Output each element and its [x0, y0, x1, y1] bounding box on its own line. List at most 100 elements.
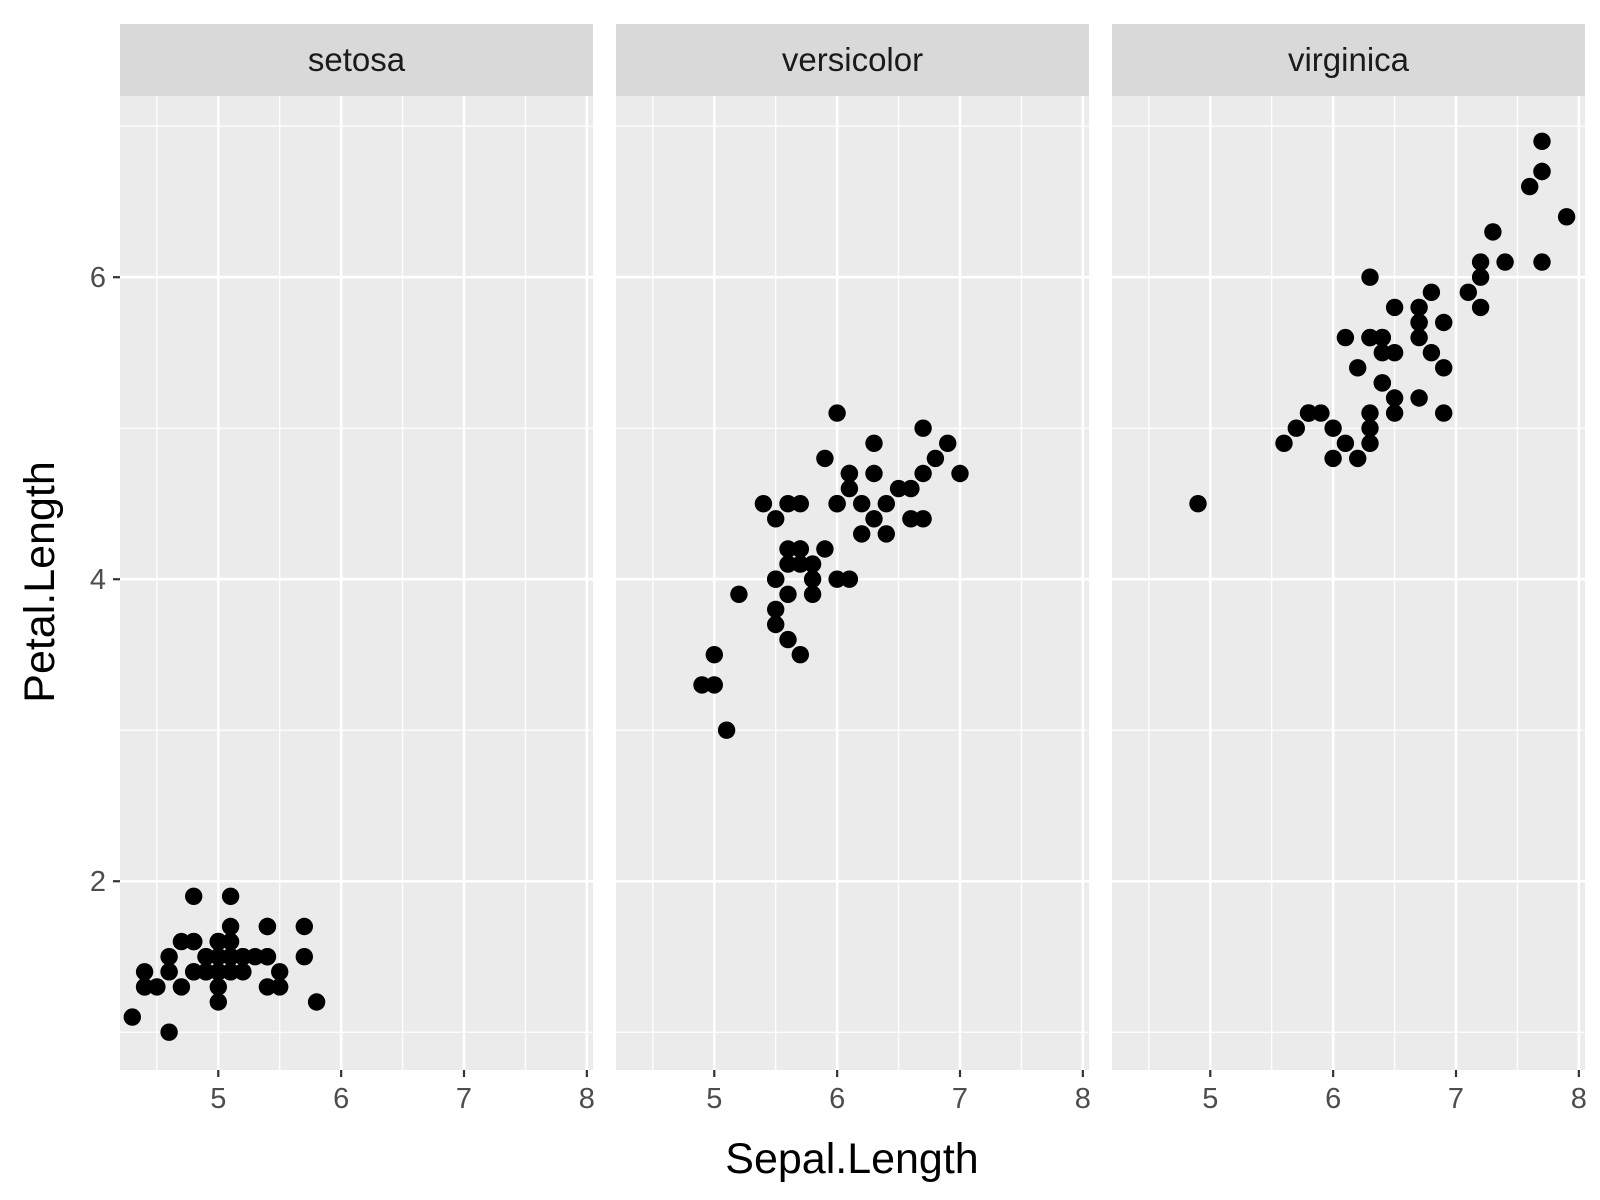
data-point: [1435, 404, 1453, 422]
data-point: [1349, 449, 1367, 468]
facet-panel-versicolor: versicolor 5 6 7 8: [616, 24, 1091, 1115]
data-point: [779, 540, 797, 558]
data-point: [1385, 344, 1404, 362]
data-point: [258, 917, 277, 936]
data-point: [767, 570, 785, 588]
data-point: [172, 978, 191, 996]
data-point: [197, 963, 215, 981]
data-point: [209, 978, 227, 996]
facet-strip: [616, 24, 1089, 96]
data-point: [791, 495, 809, 513]
facet-strip-label: setosa: [308, 41, 406, 78]
data-point: [1361, 268, 1379, 286]
data-point: [791, 540, 809, 558]
data-point: [1312, 404, 1330, 422]
data-point: [1410, 389, 1428, 407]
data-point: [779, 585, 797, 603]
data-point: [705, 646, 723, 664]
data-point: [209, 948, 227, 966]
data-point: [1435, 359, 1453, 377]
data-point: [816, 540, 834, 558]
data-point: [135, 978, 154, 996]
facet-panel-setosa: setosa 5 6 7 8: [120, 24, 595, 1115]
data-point: [865, 510, 883, 528]
data-point: [767, 615, 785, 634]
data-point: [951, 464, 969, 483]
data-point: [1533, 132, 1551, 150]
data-point: [914, 419, 932, 437]
x-tick-label: 5: [210, 1083, 226, 1115]
data-point: [803, 585, 822, 603]
x-tick-label: 8: [579, 1083, 595, 1115]
data-point: [840, 570, 859, 588]
data-point: [1422, 344, 1441, 362]
data-point: [717, 721, 736, 739]
x-tick-label: 6: [829, 1083, 845, 1115]
data-point: [246, 948, 264, 966]
data-point: [209, 963, 227, 981]
data-point: [123, 1008, 141, 1026]
data-point: [1435, 313, 1453, 332]
data-point: [295, 917, 313, 936]
data-point: [258, 948, 277, 966]
data-point: [1471, 253, 1490, 271]
data-point: [1361, 419, 1379, 437]
y-axis-title: Petal.Length: [16, 461, 64, 702]
data-point: [1361, 328, 1379, 347]
data-point: [221, 887, 240, 905]
y-tick-label: 6: [90, 262, 106, 294]
data-point: [1533, 253, 1551, 271]
data-point: [160, 1023, 178, 1041]
data-point: [1287, 419, 1306, 437]
data-point: [853, 525, 871, 543]
data-point: [1336, 434, 1355, 452]
data-point: [271, 963, 289, 981]
data-point: [1385, 404, 1404, 422]
data-point: [1496, 253, 1514, 271]
data-point: [172, 932, 191, 951]
data-point: [926, 449, 945, 468]
data-point: [185, 963, 203, 981]
data-point: [705, 676, 723, 694]
data-point: [902, 479, 920, 498]
data-point: [779, 630, 797, 649]
data-point: [1471, 298, 1490, 317]
data-point: [779, 555, 797, 573]
data-point: [1373, 374, 1392, 392]
data-point: [693, 676, 711, 694]
data-point: [148, 978, 166, 996]
panel-background: [120, 96, 593, 1070]
data-point: [234, 948, 252, 966]
data-point: [1459, 283, 1478, 301]
data-point: [1484, 223, 1502, 241]
data-point: [1410, 328, 1428, 347]
facet-panel-virginica: virginica 5 6 7 8: [1112, 24, 1587, 1115]
data-point: [1422, 283, 1441, 301]
x-tick-label: 5: [706, 1083, 722, 1115]
data-point: [914, 510, 932, 528]
data-point: [160, 948, 178, 966]
data-point: [1324, 449, 1342, 468]
data-point: [889, 479, 908, 498]
data-point: [779, 495, 797, 513]
data-point: [221, 948, 240, 966]
data-point: [295, 948, 313, 966]
data-point: [1557, 208, 1576, 226]
x-tick-label: 8: [1571, 1083, 1587, 1115]
data-point: [197, 948, 215, 966]
data-point: [730, 585, 748, 603]
data-point: [221, 963, 240, 981]
data-point: [828, 495, 846, 513]
x-tick-label: 7: [1448, 1083, 1464, 1115]
data-point: [1471, 268, 1490, 286]
facet-strip-label: virginica: [1288, 41, 1410, 78]
data-point: [816, 449, 834, 468]
data-point: [221, 917, 240, 936]
data-point: [791, 555, 809, 573]
data-point: [902, 510, 920, 528]
data-point: [865, 464, 883, 483]
data-point: [1299, 404, 1318, 422]
data-point: [209, 993, 227, 1011]
data-point: [1521, 177, 1539, 196]
